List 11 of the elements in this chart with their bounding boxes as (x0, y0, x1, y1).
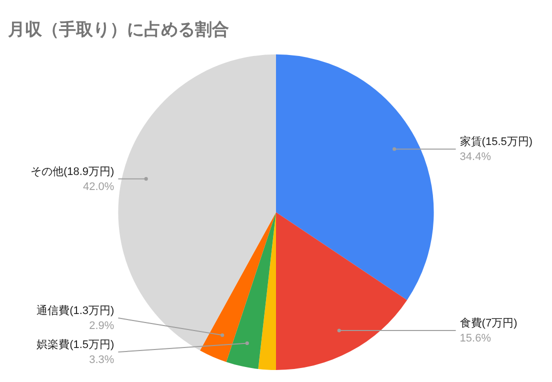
data-label: 15.6% (460, 332, 492, 345)
slice-label: 通信費(1.3万円) (36, 304, 114, 318)
chart-title: 月収（手取り）に占める割合 (7, 20, 229, 39)
data-label: 42.0% (82, 180, 114, 193)
data-label: 3.3% (89, 354, 114, 366)
slice-label: 娯楽費(1.5万円) (36, 338, 114, 352)
data-label: 34.4% (460, 151, 492, 164)
data-label: 2.9% (89, 320, 114, 332)
slice-label: その他(18.9万円) (30, 166, 114, 178)
slice-label: 食費(7万円) (460, 316, 518, 330)
slice-label: 家賃(15.5万円) (460, 135, 533, 148)
